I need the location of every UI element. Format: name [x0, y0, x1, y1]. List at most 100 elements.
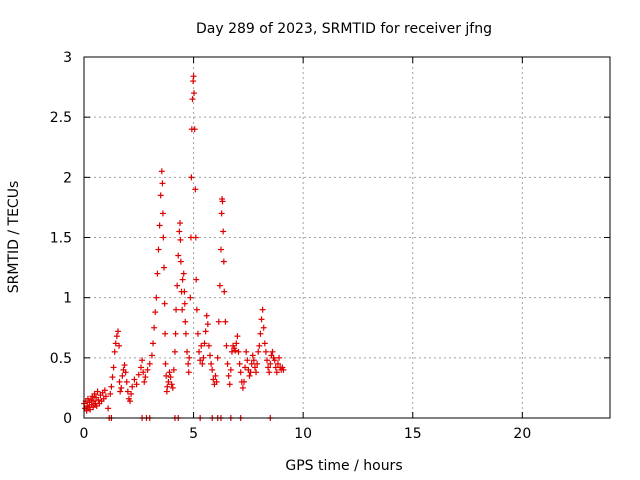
- data-point: [253, 369, 260, 376]
- data-point: [88, 396, 95, 403]
- y-tick-label: 1.5: [50, 231, 72, 247]
- data-point: [244, 357, 251, 364]
- data-point: [175, 252, 182, 259]
- data-point: [228, 348, 235, 355]
- data-point: [168, 381, 175, 388]
- data-point: [108, 383, 115, 390]
- data-point: [191, 126, 198, 133]
- data-point: [200, 354, 207, 361]
- data-point: [256, 342, 263, 349]
- data-point: [197, 357, 204, 364]
- data-point: [167, 374, 174, 381]
- data-point: [207, 352, 214, 359]
- data-marks: [81, 73, 287, 421]
- data-point: [164, 383, 171, 390]
- data-point: [95, 396, 102, 403]
- data-point: [129, 383, 136, 390]
- data-point: [250, 357, 257, 364]
- data-point: [234, 333, 241, 340]
- data-point: [172, 330, 179, 337]
- data-point: [185, 360, 192, 367]
- y-tick-label: 0.5: [50, 351, 72, 367]
- data-point: [262, 348, 269, 355]
- data-point: [112, 340, 119, 347]
- data-point: [166, 369, 173, 376]
- data-point: [189, 96, 196, 103]
- data-point: [246, 372, 253, 379]
- chart-title: Day 289 of 2023, SRMTID for receiver jfn…: [196, 21, 492, 37]
- data-point: [237, 369, 244, 376]
- data-point: [208, 360, 215, 367]
- data-point: [219, 198, 226, 205]
- data-point: [280, 366, 287, 373]
- data-point: [255, 348, 262, 355]
- data-point: [254, 360, 261, 367]
- x-axis-label: GPS time / hours: [285, 458, 402, 474]
- data-point: [203, 312, 210, 319]
- data-point: [260, 324, 267, 331]
- data-point: [94, 388, 101, 395]
- y-tick-label: 2.5: [50, 110, 72, 126]
- data-point: [226, 381, 233, 388]
- data-point: [105, 405, 112, 412]
- x-tick-label: 20: [513, 426, 531, 442]
- data-point: [117, 388, 124, 395]
- y-tick-label: 2: [63, 170, 72, 186]
- data-point: [273, 369, 280, 376]
- data-point: [176, 220, 183, 227]
- data-point: [124, 388, 131, 395]
- data-point: [137, 364, 144, 371]
- data-point: [225, 372, 232, 379]
- data-point: [222, 318, 229, 325]
- data-point: [248, 360, 255, 367]
- data-point: [181, 300, 188, 307]
- data-point: [251, 364, 258, 371]
- data-point: [236, 360, 243, 367]
- data-point: [242, 364, 249, 371]
- data-point: [171, 348, 178, 355]
- tick-marks: [83, 56, 610, 419]
- data-point: [220, 258, 227, 265]
- x-tick-label: 0: [80, 426, 89, 442]
- y-axis-label: SRMTID / TECUs: [6, 181, 22, 294]
- data-point: [131, 376, 138, 383]
- data-point: [109, 374, 116, 381]
- data-point: [191, 90, 198, 97]
- data-point: [176, 228, 183, 235]
- data-point: [276, 354, 283, 361]
- data-point: [232, 347, 239, 354]
- data-point: [204, 321, 211, 328]
- data-point: [165, 378, 172, 385]
- data-point: [170, 366, 177, 373]
- data-point: [239, 384, 246, 391]
- data-point: [142, 374, 149, 381]
- data-point: [184, 348, 191, 355]
- data-point: [139, 357, 146, 364]
- data-point: [274, 360, 281, 367]
- data-point: [210, 376, 217, 383]
- data-point: [202, 328, 209, 335]
- data-point: [188, 174, 195, 181]
- data-point: [179, 306, 186, 313]
- data-point: [185, 369, 192, 376]
- data-point: [181, 288, 188, 295]
- data-point: [173, 306, 180, 313]
- data-point: [148, 352, 155, 359]
- data-point: [150, 340, 157, 347]
- data-point: [160, 234, 167, 241]
- data-point: [154, 270, 161, 277]
- y-tick-label: 3: [63, 50, 72, 66]
- data-point: [127, 398, 134, 405]
- data-point: [190, 73, 197, 80]
- data-point: [163, 372, 170, 379]
- data-point: [267, 360, 274, 367]
- data-point: [91, 390, 98, 397]
- data-point: [119, 372, 126, 379]
- data-point: [186, 354, 193, 361]
- data-point: [269, 348, 276, 355]
- data-point: [258, 316, 265, 323]
- data-point: [122, 369, 129, 376]
- data-point: [220, 228, 227, 235]
- data-point: [152, 309, 159, 316]
